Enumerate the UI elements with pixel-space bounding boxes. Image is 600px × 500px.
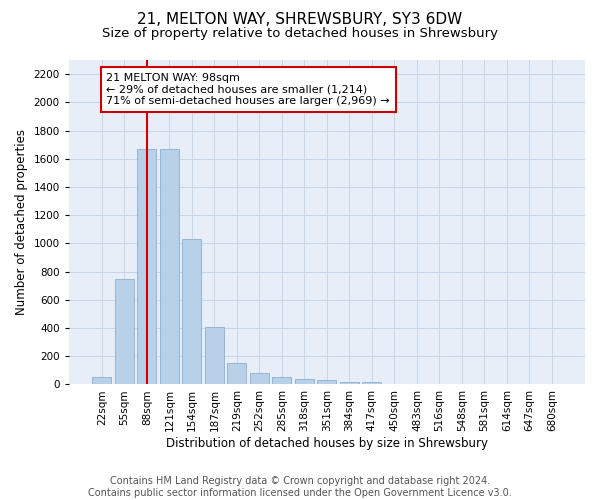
Text: Size of property relative to detached houses in Shrewsbury: Size of property relative to detached ho… [102, 28, 498, 40]
Bar [340, 382, 359, 384]
X-axis label: Distribution of detached houses by size in Shrewsbury: Distribution of detached houses by size … [166, 437, 488, 450]
Text: Contains HM Land Registry data © Crown copyright and database right 2024.
Contai: Contains HM Land Registry data © Crown c… [88, 476, 512, 498]
Bar [115, 280, 134, 384]
Bar [227, 364, 247, 384]
Bar [205, 328, 224, 384]
Bar [92, 376, 112, 384]
Text: 21 MELTON WAY: 98sqm
← 29% of detached houses are smaller (1,214)
71% of semi-de: 21 MELTON WAY: 98sqm ← 29% of detached h… [106, 73, 390, 106]
Bar [295, 379, 314, 384]
Bar [250, 373, 269, 384]
Y-axis label: Number of detached properties: Number of detached properties [15, 129, 28, 315]
Bar [317, 380, 337, 384]
Bar [160, 149, 179, 384]
Bar [362, 382, 382, 384]
Bar [182, 239, 202, 384]
Bar [272, 378, 292, 384]
Text: 21, MELTON WAY, SHREWSBURY, SY3 6DW: 21, MELTON WAY, SHREWSBURY, SY3 6DW [137, 12, 463, 28]
Bar [137, 149, 157, 384]
